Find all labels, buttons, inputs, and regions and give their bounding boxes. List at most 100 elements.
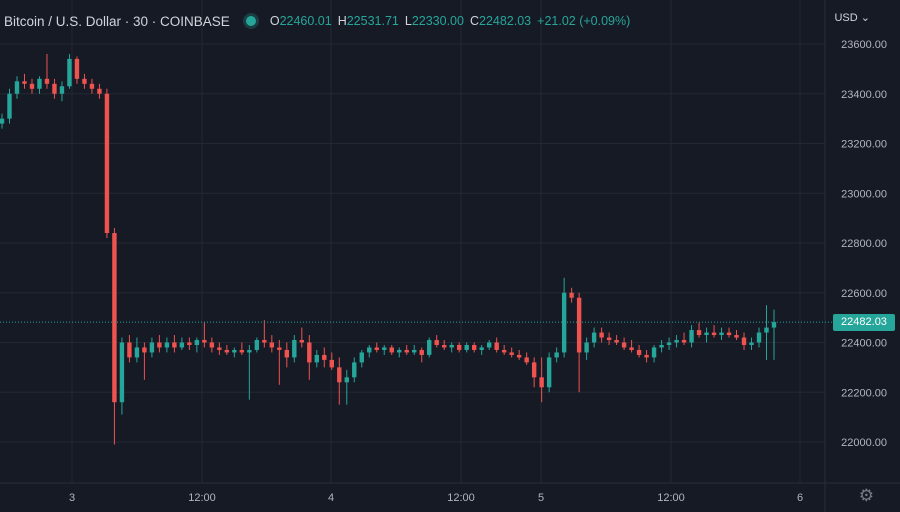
candle-body — [434, 340, 439, 345]
candle-body — [576, 297, 582, 353]
candle-body — [352, 362, 357, 378]
candle-body — [22, 81, 27, 84]
candle-body — [179, 342, 185, 348]
candle-body — [569, 292, 574, 298]
candle-body — [307, 342, 312, 363]
close-value: 22482.03 — [479, 14, 532, 28]
candle-body — [112, 233, 117, 403]
candle-body — [666, 342, 672, 345]
candle-body — [419, 349, 424, 355]
candle-body — [382, 347, 387, 350]
chevron-down-icon: ⌄ — [860, 12, 870, 24]
candle-body — [621, 342, 627, 348]
candle-body — [374, 347, 379, 350]
candle-body — [149, 342, 155, 353]
last-price-label: 22482.03 — [833, 314, 895, 331]
candle-body — [704, 332, 709, 336]
candle-body — [277, 347, 282, 350]
ohlc-readout: O22460.01 H22531.71 L22330.00 C22482.03 … — [270, 14, 630, 28]
candle-body — [681, 340, 687, 343]
y-tick-label: 23600.00 — [841, 39, 887, 51]
y-tick-label: 23000.00 — [841, 188, 887, 200]
y-tick-label: 23200.00 — [841, 139, 887, 151]
currency-label: USD — [834, 12, 858, 24]
open-value: 22460.01 — [279, 14, 332, 28]
symbol-title[interactable]: Bitcoin / U.S. Dollar · 30 · COINBASE — [4, 13, 230, 29]
candle-body — [194, 340, 200, 345]
candle-body — [187, 342, 192, 345]
x-tick-label: 3 — [69, 492, 75, 504]
candle-body — [412, 349, 417, 353]
candle-body — [457, 344, 462, 350]
candle-body — [651, 347, 657, 358]
candle-body — [486, 342, 492, 348]
candle-body — [501, 349, 507, 353]
candle-body — [82, 78, 87, 84]
candle-body — [52, 83, 57, 94]
candle-body — [561, 292, 567, 353]
candle-body — [494, 342, 499, 350]
gear-icon[interactable]: ⚙ — [858, 486, 874, 505]
candle-body — [629, 347, 634, 350]
candle-body — [14, 81, 20, 94]
candle-body — [442, 344, 447, 348]
candle-body — [134, 347, 140, 358]
candle-body — [726, 332, 732, 336]
x-tick-label: 5 — [538, 492, 544, 504]
candle-body — [239, 349, 245, 353]
open-label: O — [269, 14, 280, 28]
x-tick-label: 12:00 — [657, 492, 685, 504]
chart-header: Bitcoin / U.S. Dollar · 30 · COINBASE O2… — [4, 11, 630, 31]
candle-body — [104, 93, 110, 234]
candle-body — [711, 332, 717, 336]
candle-body — [314, 354, 319, 363]
x-tick-label: 6 — [797, 492, 803, 504]
candle-body — [322, 354, 327, 360]
candle-body — [0, 118, 5, 124]
x-tick-label: 4 — [328, 492, 334, 504]
low-label: L — [404, 14, 412, 28]
candle-body — [449, 344, 454, 348]
y-tick-label: 22200.00 — [841, 387, 887, 399]
candle-body — [269, 342, 275, 348]
candle-body — [696, 330, 702, 336]
x-tick-label: 12:00 — [188, 492, 216, 504]
high-label: H — [337, 14, 347, 28]
candle-body — [659, 344, 664, 348]
candle-body — [427, 340, 432, 355]
candle-body — [44, 78, 50, 84]
candle-body — [74, 58, 80, 79]
candle-body — [599, 332, 604, 338]
candle-body — [59, 86, 65, 94]
candle-body — [636, 349, 642, 355]
change-value: +21.02 (+0.09%) — [537, 14, 631, 28]
candle-body — [254, 340, 260, 350]
candle-body — [389, 347, 394, 353]
candle-body — [284, 349, 290, 358]
candle-body — [464, 344, 469, 350]
candle-body — [209, 342, 215, 348]
candle-body — [164, 342, 170, 348]
candle-body — [689, 330, 694, 343]
candle-body — [546, 357, 552, 388]
candle-body — [539, 377, 544, 388]
y-tick-label: 22000.00 — [841, 437, 887, 449]
candle-body — [67, 58, 72, 87]
candle-body — [142, 347, 147, 353]
candle-body — [764, 327, 769, 333]
y-tick-label: 22600.00 — [841, 288, 887, 300]
candle-body — [554, 352, 559, 358]
market-status-icon — [245, 16, 256, 26]
candle-body — [614, 340, 619, 343]
candle-body — [292, 340, 297, 358]
candle-body — [224, 349, 230, 353]
candle-body — [397, 349, 402, 353]
candle-body — [524, 357, 529, 363]
currency-selector[interactable]: USD ⌄ — [834, 11, 870, 24]
candle-body — [127, 342, 132, 358]
candle-body — [584, 342, 589, 353]
candle-body — [172, 342, 177, 348]
candle-body — [299, 340, 305, 343]
close-label: C — [469, 14, 479, 28]
